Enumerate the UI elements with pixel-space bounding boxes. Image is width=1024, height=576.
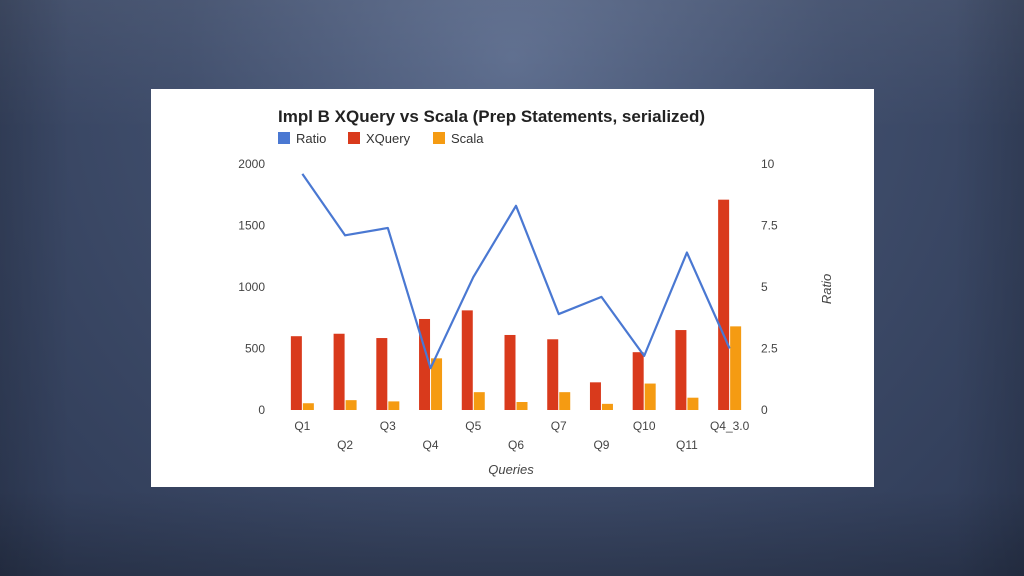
slide-bottom-band [0, 490, 1024, 576]
bar-xquery-q5 [461, 310, 473, 410]
x-tick-label: Q6 [508, 438, 524, 452]
x-tick-label: Q4_3.0 [710, 419, 750, 433]
bar-xquery-q7 [547, 339, 559, 410]
y-tick-label: 0 [258, 403, 265, 417]
x-tick-label: Q5 [465, 419, 481, 433]
legend-swatch-xquery [348, 132, 360, 144]
bar-scala-q5 [473, 392, 485, 410]
x-tick-label: Q11 [676, 438, 698, 452]
y-tick-label: 1500 [238, 219, 265, 233]
bar-xquery-q3 [376, 338, 388, 410]
y-tick-label: 500 [245, 342, 265, 356]
bar-xquery-q1 [290, 336, 302, 410]
chart-card: Impl B XQuery vs Scala (Prep Statements,… [151, 89, 874, 487]
y-tick-label: 2000 [238, 157, 265, 171]
bar-scala-q11 [687, 397, 699, 410]
bar-xquery-q6 [504, 334, 516, 410]
y2-tick-label: 10 [761, 157, 775, 171]
legend-swatch-scala [433, 132, 445, 144]
chart-title: Impl B XQuery vs Scala (Prep Statements,… [278, 107, 705, 126]
x-tick-label: Q1 [294, 419, 310, 433]
bar-scala-q9 [601, 403, 613, 410]
slide-right-shade [954, 0, 1024, 576]
y-tick-label: 1000 [238, 280, 265, 294]
bar-xquery-q4 [419, 318, 431, 410]
x-tick-label: Q9 [593, 438, 609, 452]
bar-xquery-q2 [333, 333, 345, 410]
line-ratio [301, 173, 731, 370]
legend-label-scala: Scala [451, 131, 484, 146]
legend-label-xquery: XQuery [366, 131, 411, 146]
bar-series [290, 199, 742, 410]
bar-scala-q3 [388, 401, 400, 410]
combo-chart: Impl B XQuery vs Scala (Prep Statements,… [238, 107, 834, 477]
bar-scala-q4_3.0 [730, 326, 742, 410]
line-series [301, 173, 731, 370]
slide-left-shade [0, 0, 70, 576]
x-tick-label: Q10 [633, 419, 656, 433]
legend-label-ratio: Ratio [296, 131, 326, 146]
y-axis-left-ticks: 0 500 1000 1500 2000 [238, 157, 265, 417]
y2-axis-title: Ratio [819, 274, 834, 304]
bar-scala-q2 [345, 400, 357, 410]
bar-scala-q10 [644, 383, 656, 410]
legend-swatch-ratio [278, 132, 290, 144]
bar-xquery-q11 [675, 330, 687, 410]
bar-scala-q1 [302, 403, 314, 410]
chart-legend: Ratio XQuery Scala [278, 131, 484, 146]
bar-xquery-q10 [632, 352, 644, 410]
x-tick-label: Q2 [337, 438, 353, 452]
x-tick-label: Q4 [423, 438, 439, 452]
y-axis-right-ticks: 0 2.5 5 7.5 10 [761, 157, 778, 417]
bar-xquery-q9 [589, 382, 601, 410]
y2-tick-label: 5 [761, 280, 768, 294]
x-axis-title: Queries [488, 462, 534, 477]
y2-tick-label: 2.5 [761, 342, 778, 356]
bar-scala-q6 [516, 402, 528, 410]
bar-xquery-q4_3.0 [718, 199, 730, 410]
x-tick-label: Q7 [551, 419, 567, 433]
x-axis-ticks: Q1 Q2 Q3 Q4 Q5 Q6 Q7 Q9 Q10 Q11 Q4_3.0 [294, 419, 749, 452]
bar-scala-q7 [559, 392, 571, 410]
bar-scala-q4 [431, 358, 443, 410]
x-tick-label: Q3 [380, 419, 396, 433]
y2-tick-label: 0 [761, 403, 768, 417]
y2-tick-label: 7.5 [761, 219, 778, 233]
